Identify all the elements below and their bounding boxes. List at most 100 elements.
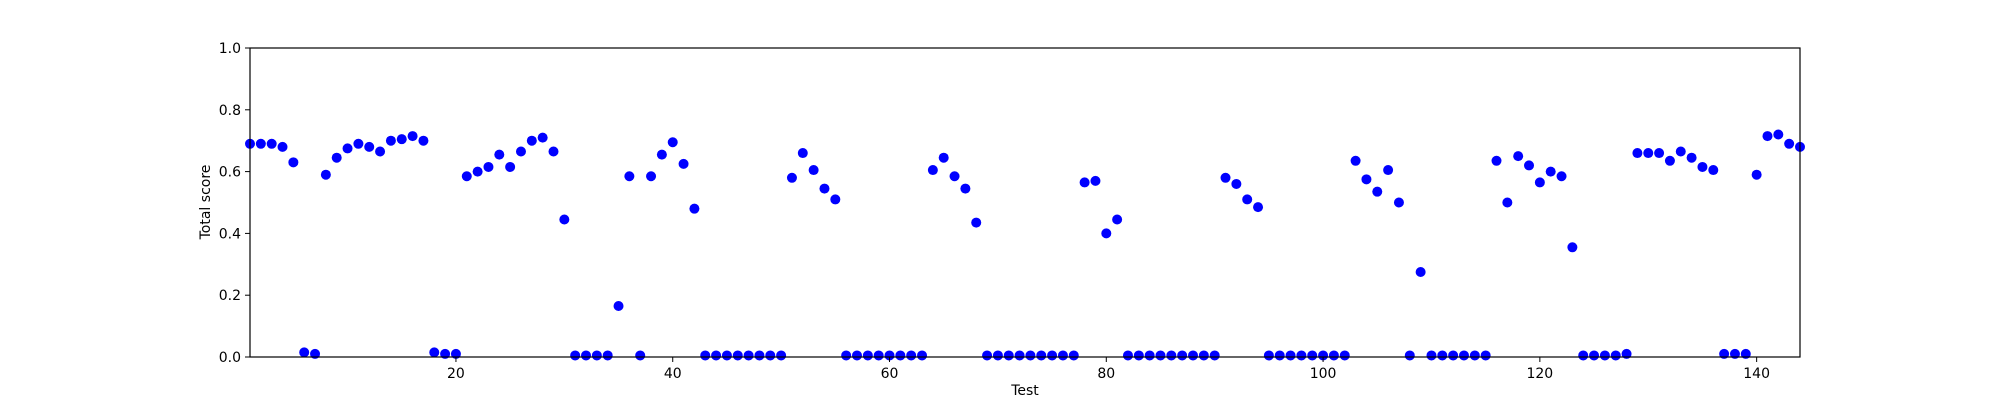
data-point [1578, 350, 1589, 361]
data-point [1003, 350, 1014, 361]
y-tick-label: 0.6 [219, 165, 241, 181]
data-point [1751, 169, 1762, 180]
data-point [353, 138, 364, 149]
data-point [732, 350, 743, 361]
data-point [581, 350, 592, 361]
data-point [1122, 350, 1133, 361]
data-point [1599, 350, 1610, 361]
data-point [1101, 228, 1112, 239]
data-point [786, 172, 797, 183]
data-point [960, 183, 971, 194]
data-point [689, 203, 700, 214]
data-point [1415, 267, 1426, 278]
data-point [1253, 202, 1264, 213]
data-point [754, 350, 765, 361]
data-point [667, 137, 678, 148]
data-point [1036, 350, 1047, 361]
data-point [1448, 350, 1459, 361]
data-point [1610, 350, 1621, 361]
data-point [678, 158, 689, 169]
data-point [526, 135, 537, 146]
data-point [1393, 197, 1404, 208]
data-point [1697, 161, 1708, 172]
data-point [819, 183, 830, 194]
data-point [1545, 166, 1556, 177]
data-point [1458, 350, 1469, 361]
data-point [1513, 151, 1524, 162]
data-point [570, 350, 581, 361]
data-point [1090, 175, 1101, 186]
data-point [375, 146, 386, 157]
data-point [1242, 194, 1253, 205]
data-point [711, 350, 722, 361]
x-tick-label: 20 [447, 366, 465, 382]
data-point [1318, 350, 1329, 361]
x-tick-label: 60 [881, 366, 899, 382]
data-point [1231, 178, 1242, 189]
data-point [1762, 131, 1773, 142]
data-point [1328, 350, 1339, 361]
data-point [797, 148, 808, 159]
data-point [1654, 148, 1665, 159]
data-point [407, 131, 418, 142]
data-point [1198, 350, 1209, 361]
data-point [1534, 177, 1545, 188]
data-point [646, 171, 657, 182]
data-point [949, 171, 960, 182]
data-point [1144, 350, 1155, 361]
x-axis: 20 40 60 80 100 120 140 [447, 357, 1770, 382]
data-point [624, 171, 635, 182]
x-tick-label: 120 [1526, 366, 1553, 382]
data-point [873, 350, 884, 361]
data-point [1079, 177, 1090, 188]
data-point [1339, 350, 1350, 361]
data-point [299, 347, 310, 358]
data-point [743, 350, 754, 361]
x-tick-label: 100 [1310, 366, 1337, 382]
data-point [917, 350, 928, 361]
data-point [841, 350, 852, 361]
data-point [1361, 174, 1372, 185]
data-point [385, 135, 396, 146]
data-point [1112, 214, 1123, 225]
y-axis: 0.0 0.2 0.4 0.6 0.8 1.0 [219, 41, 250, 366]
data-point [721, 350, 732, 361]
data-point [906, 350, 917, 361]
data-point [277, 141, 288, 152]
x-axis-label: Test [1010, 383, 1039, 399]
data-point [1469, 350, 1480, 361]
data-point [982, 350, 993, 361]
data-point [938, 152, 949, 163]
plot-frame [249, 47, 1801, 358]
data-point [1632, 148, 1643, 159]
data-point [1643, 148, 1654, 159]
data-point [266, 138, 277, 149]
data-point [602, 350, 613, 361]
x-tick-label: 140 [1743, 366, 1770, 382]
data-point [559, 214, 570, 225]
y-tick-label: 0.0 [219, 350, 241, 366]
y-axis-label: Total score [198, 165, 214, 241]
data-point [320, 169, 331, 180]
data-point [613, 301, 624, 312]
x-tick-label: 80 [1097, 366, 1115, 382]
data-point [537, 132, 548, 143]
data-point [830, 194, 841, 205]
data-point [1383, 165, 1394, 176]
data-point [656, 149, 667, 160]
data-point [1567, 242, 1578, 253]
data-point [1491, 155, 1502, 166]
data-point [1274, 350, 1285, 361]
data-point [1350, 155, 1361, 166]
data-point [808, 165, 819, 176]
data-points [245, 129, 1805, 361]
data-point [1068, 350, 1079, 361]
data-point [1014, 350, 1025, 361]
data-point [331, 152, 342, 163]
data-point [1524, 160, 1535, 171]
data-point [505, 161, 516, 172]
data-point [1133, 350, 1144, 361]
data-point [418, 135, 429, 146]
data-point [1784, 138, 1795, 149]
